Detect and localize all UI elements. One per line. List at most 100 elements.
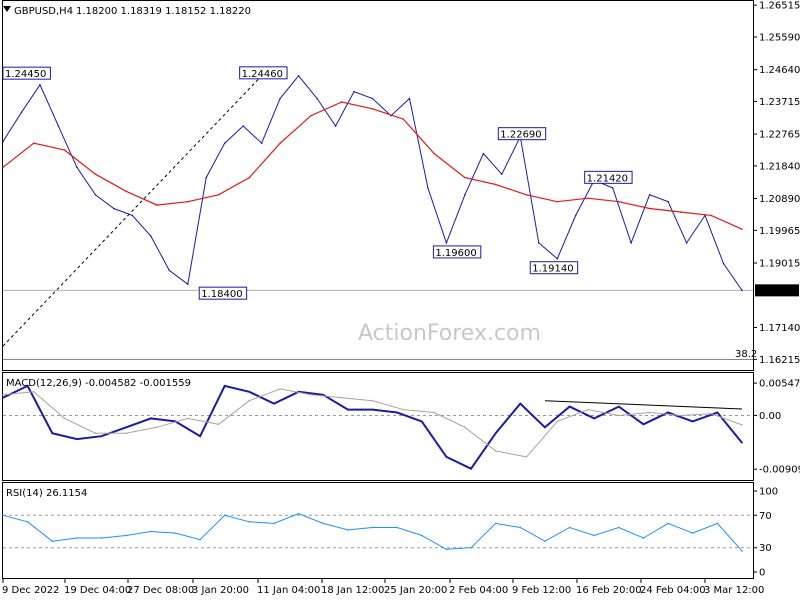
ma-point [402,118,405,120]
price-point [76,166,78,169]
signal-point [186,417,189,420]
rsi-point [26,520,29,523]
macd-point [618,405,620,408]
price-point [260,142,263,145]
rsi-point [667,522,669,525]
x-tick-label: 24 Feb 04:00 [640,585,706,596]
rsi-point [371,526,374,529]
macd-point [519,402,522,405]
ma-point [2,166,4,169]
rsi-point [100,537,103,539]
price-point [150,235,152,237]
ma-point [371,108,374,110]
rsi-point [2,514,4,517]
signal-point [402,408,405,411]
rsi-point [223,514,226,517]
annotation-label: 1.18400 [201,289,242,300]
price-y-tick-label: 1.24640 [759,65,800,76]
rsi-y-tick-label: 70 [759,511,772,522]
x-tick-label: 3 Jan 20:00 [192,585,249,596]
macd-layer [2,384,753,470]
price-point [334,125,337,127]
price-point [685,242,688,244]
signal-point [648,411,651,414]
ma-point [186,200,189,203]
fib-label: 38.2 [735,349,757,360]
rsi-point [297,512,300,515]
price-point [574,214,577,217]
rsi-point [150,530,152,533]
ma-point [433,152,435,155]
macd-point [76,438,78,440]
signal-point [2,393,4,396]
signal-point [556,420,559,423]
trend-line [2,75,263,347]
price-y-tick-label: 1.20890 [759,194,800,205]
rsi-point [420,534,423,537]
x-tick-label: 27 Dec 08:00 [127,585,194,596]
price-point [427,187,429,189]
rsi-layer [2,512,753,552]
price-point [667,200,669,203]
macd-point [396,411,398,414]
ma-point [741,228,743,230]
signal-point [433,411,435,414]
price-point [94,193,97,196]
macd-point [248,391,251,393]
rsi-point [593,534,595,537]
ma-point [494,183,497,186]
ma-point [279,142,281,145]
macd-point [347,408,349,411]
current-price-box [755,284,799,297]
signal-point [94,432,97,435]
macd-point [691,420,694,423]
signal-point [679,414,682,417]
ma-point [340,101,343,103]
macd-point [100,435,103,437]
price-point [186,283,189,285]
macd-point [223,385,226,387]
macd-point [494,432,497,435]
macd-point [741,441,743,444]
signal-point [279,388,281,390]
rsi-point [445,548,448,551]
price-point [316,97,318,100]
rsi-y-tick-label: 100 [759,487,778,498]
x-tick-label: 2 Feb 04:00 [449,585,508,596]
ohlc-readout: 1.18200 1.18319 1.18152 1.18220 [76,6,251,17]
annotation-label: 1.22690 [500,130,541,141]
price-y-tick-label: 1.19015 [759,259,800,270]
macd-point [445,456,448,458]
signal-point [741,424,743,426]
price-point [371,97,374,100]
rsi-panel-frame [2,482,754,579]
macd-point [642,423,645,426]
price-point [297,75,300,77]
macd-point [273,402,275,405]
rsi-point [347,529,349,531]
rsi-point [273,522,275,525]
rsi-point [125,534,127,537]
rsi-point [470,546,472,549]
ma-point [63,149,66,151]
macd-point [322,393,325,396]
rsi-point [691,532,694,534]
signal-point [618,414,620,417]
signal-point [32,391,35,393]
macd-point [470,467,472,470]
price-point [223,142,226,145]
annotation-label: 1.24460 [242,69,283,80]
rsi-point [519,526,522,529]
signal-point [156,426,158,429]
price-point [20,111,23,114]
rsi-y-tick-label: 0 [759,568,765,579]
signal-point [710,412,713,415]
annotation-box [198,286,248,300]
macd-title: MACD(12,26,9) -0.004582 -0.001559 [6,378,191,389]
rsi-point [174,532,177,534]
signal-point [63,417,66,420]
price-y-tick-label: 1.25590 [759,32,800,43]
price-point [741,289,743,292]
